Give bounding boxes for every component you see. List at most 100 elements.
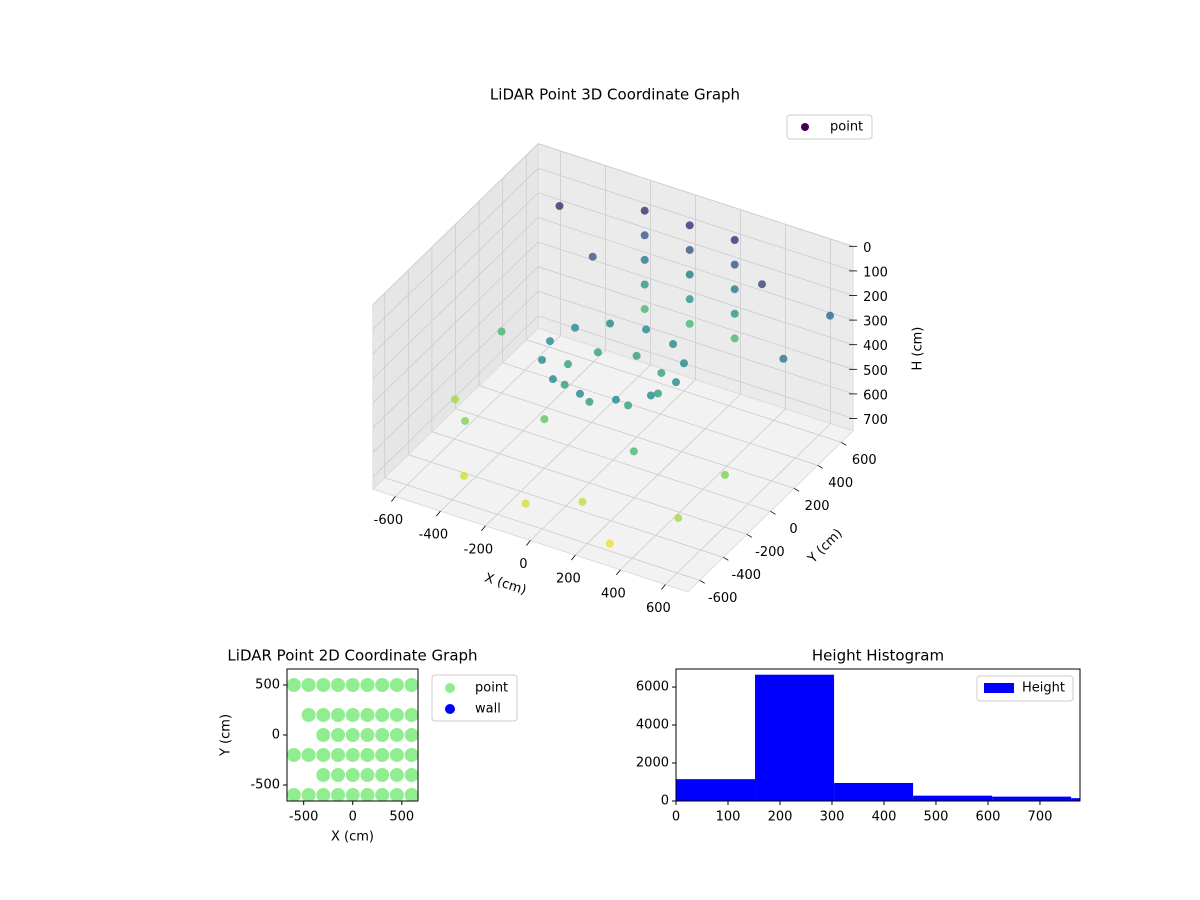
point [345,748,360,762]
grid-line [372,143,539,305]
point [316,788,331,801]
z-tick-label: 500 [863,364,888,379]
x-tick-label: -600 [374,513,404,528]
point [669,340,678,349]
legend-box [976,675,1074,702]
point [375,748,390,762]
tick-mark [723,556,729,561]
y-axis-label: Y (cm) [219,714,234,757]
y-tick-label: 0 [661,794,669,809]
grid-line [384,477,700,581]
y-tick-label: -400 [732,568,762,583]
tick-mark [770,510,776,515]
point [685,245,694,254]
point [548,375,557,384]
point [564,360,572,369]
point [316,728,331,742]
grid-line [372,217,539,379]
point [685,270,694,279]
y-axis-label: Y (cm) [805,526,846,567]
point [375,708,390,722]
point [720,470,729,479]
point [730,334,739,343]
point [672,378,680,387]
point [404,678,418,692]
point [588,252,597,261]
point [389,748,404,762]
x-tick-label: 0 [672,810,680,825]
tick-mark [793,487,800,492]
legend-label: point [475,681,508,696]
point [730,285,739,294]
z-tick-label: 600 [863,388,888,403]
point [375,678,390,692]
x-tick-label: 500 [924,810,949,825]
point [730,260,739,269]
point [287,748,301,762]
legend-label: point [830,120,863,135]
grid-line [537,315,854,419]
x-tick-label: 700 [1028,810,1053,825]
point [301,748,316,762]
point [654,389,662,398]
grid-line [372,241,539,404]
y-tick-label: 200 [805,499,830,514]
y-tick-label: 500 [255,678,280,693]
point [685,319,694,328]
tick-mark [436,510,441,517]
point [640,231,649,240]
tick-mark [391,496,396,502]
point [316,768,331,782]
legend-box [431,674,518,722]
bar [834,782,914,801]
bar [913,795,993,801]
point [404,748,418,762]
point [345,768,360,782]
point [730,309,739,318]
point [679,359,688,368]
x-tick-label: 600 [976,810,1001,825]
x-tick-label: 200 [556,572,581,587]
point [642,325,651,334]
point [632,351,641,360]
tick-mark [526,540,531,546]
point [331,768,346,782]
y-tick-label: 0 [272,728,280,743]
point [593,348,602,357]
point [640,206,649,215]
point [540,415,549,424]
grid-line [431,431,748,535]
bar [1071,798,1080,801]
point [585,397,594,406]
point [450,395,459,404]
x-axis-label: X (cm) [483,571,529,599]
point [375,728,390,742]
z-axis-label: H (cm) [911,327,926,371]
point [560,380,569,389]
point [640,280,649,289]
legend-label: wall [475,702,501,717]
point [578,497,587,506]
point [521,499,530,508]
point [331,788,346,801]
z-tick-label: 0 [863,241,871,256]
point [674,514,683,523]
point [375,768,390,782]
point [287,678,301,692]
point [331,728,346,742]
y-tick-label: 6000 [636,680,669,695]
y-tick-label: -600 [708,591,738,606]
legend-marker [445,683,455,693]
point [316,708,331,722]
point [389,678,404,692]
point [287,788,301,801]
bar [992,796,1072,801]
point [555,201,564,210]
chart-title: LiDAR Point 3D Coordinate Graph [490,86,740,104]
x-tick-label: 300 [820,810,845,825]
point [375,788,390,801]
grid-line [408,454,724,558]
point [345,708,360,722]
grid-line [455,408,771,512]
